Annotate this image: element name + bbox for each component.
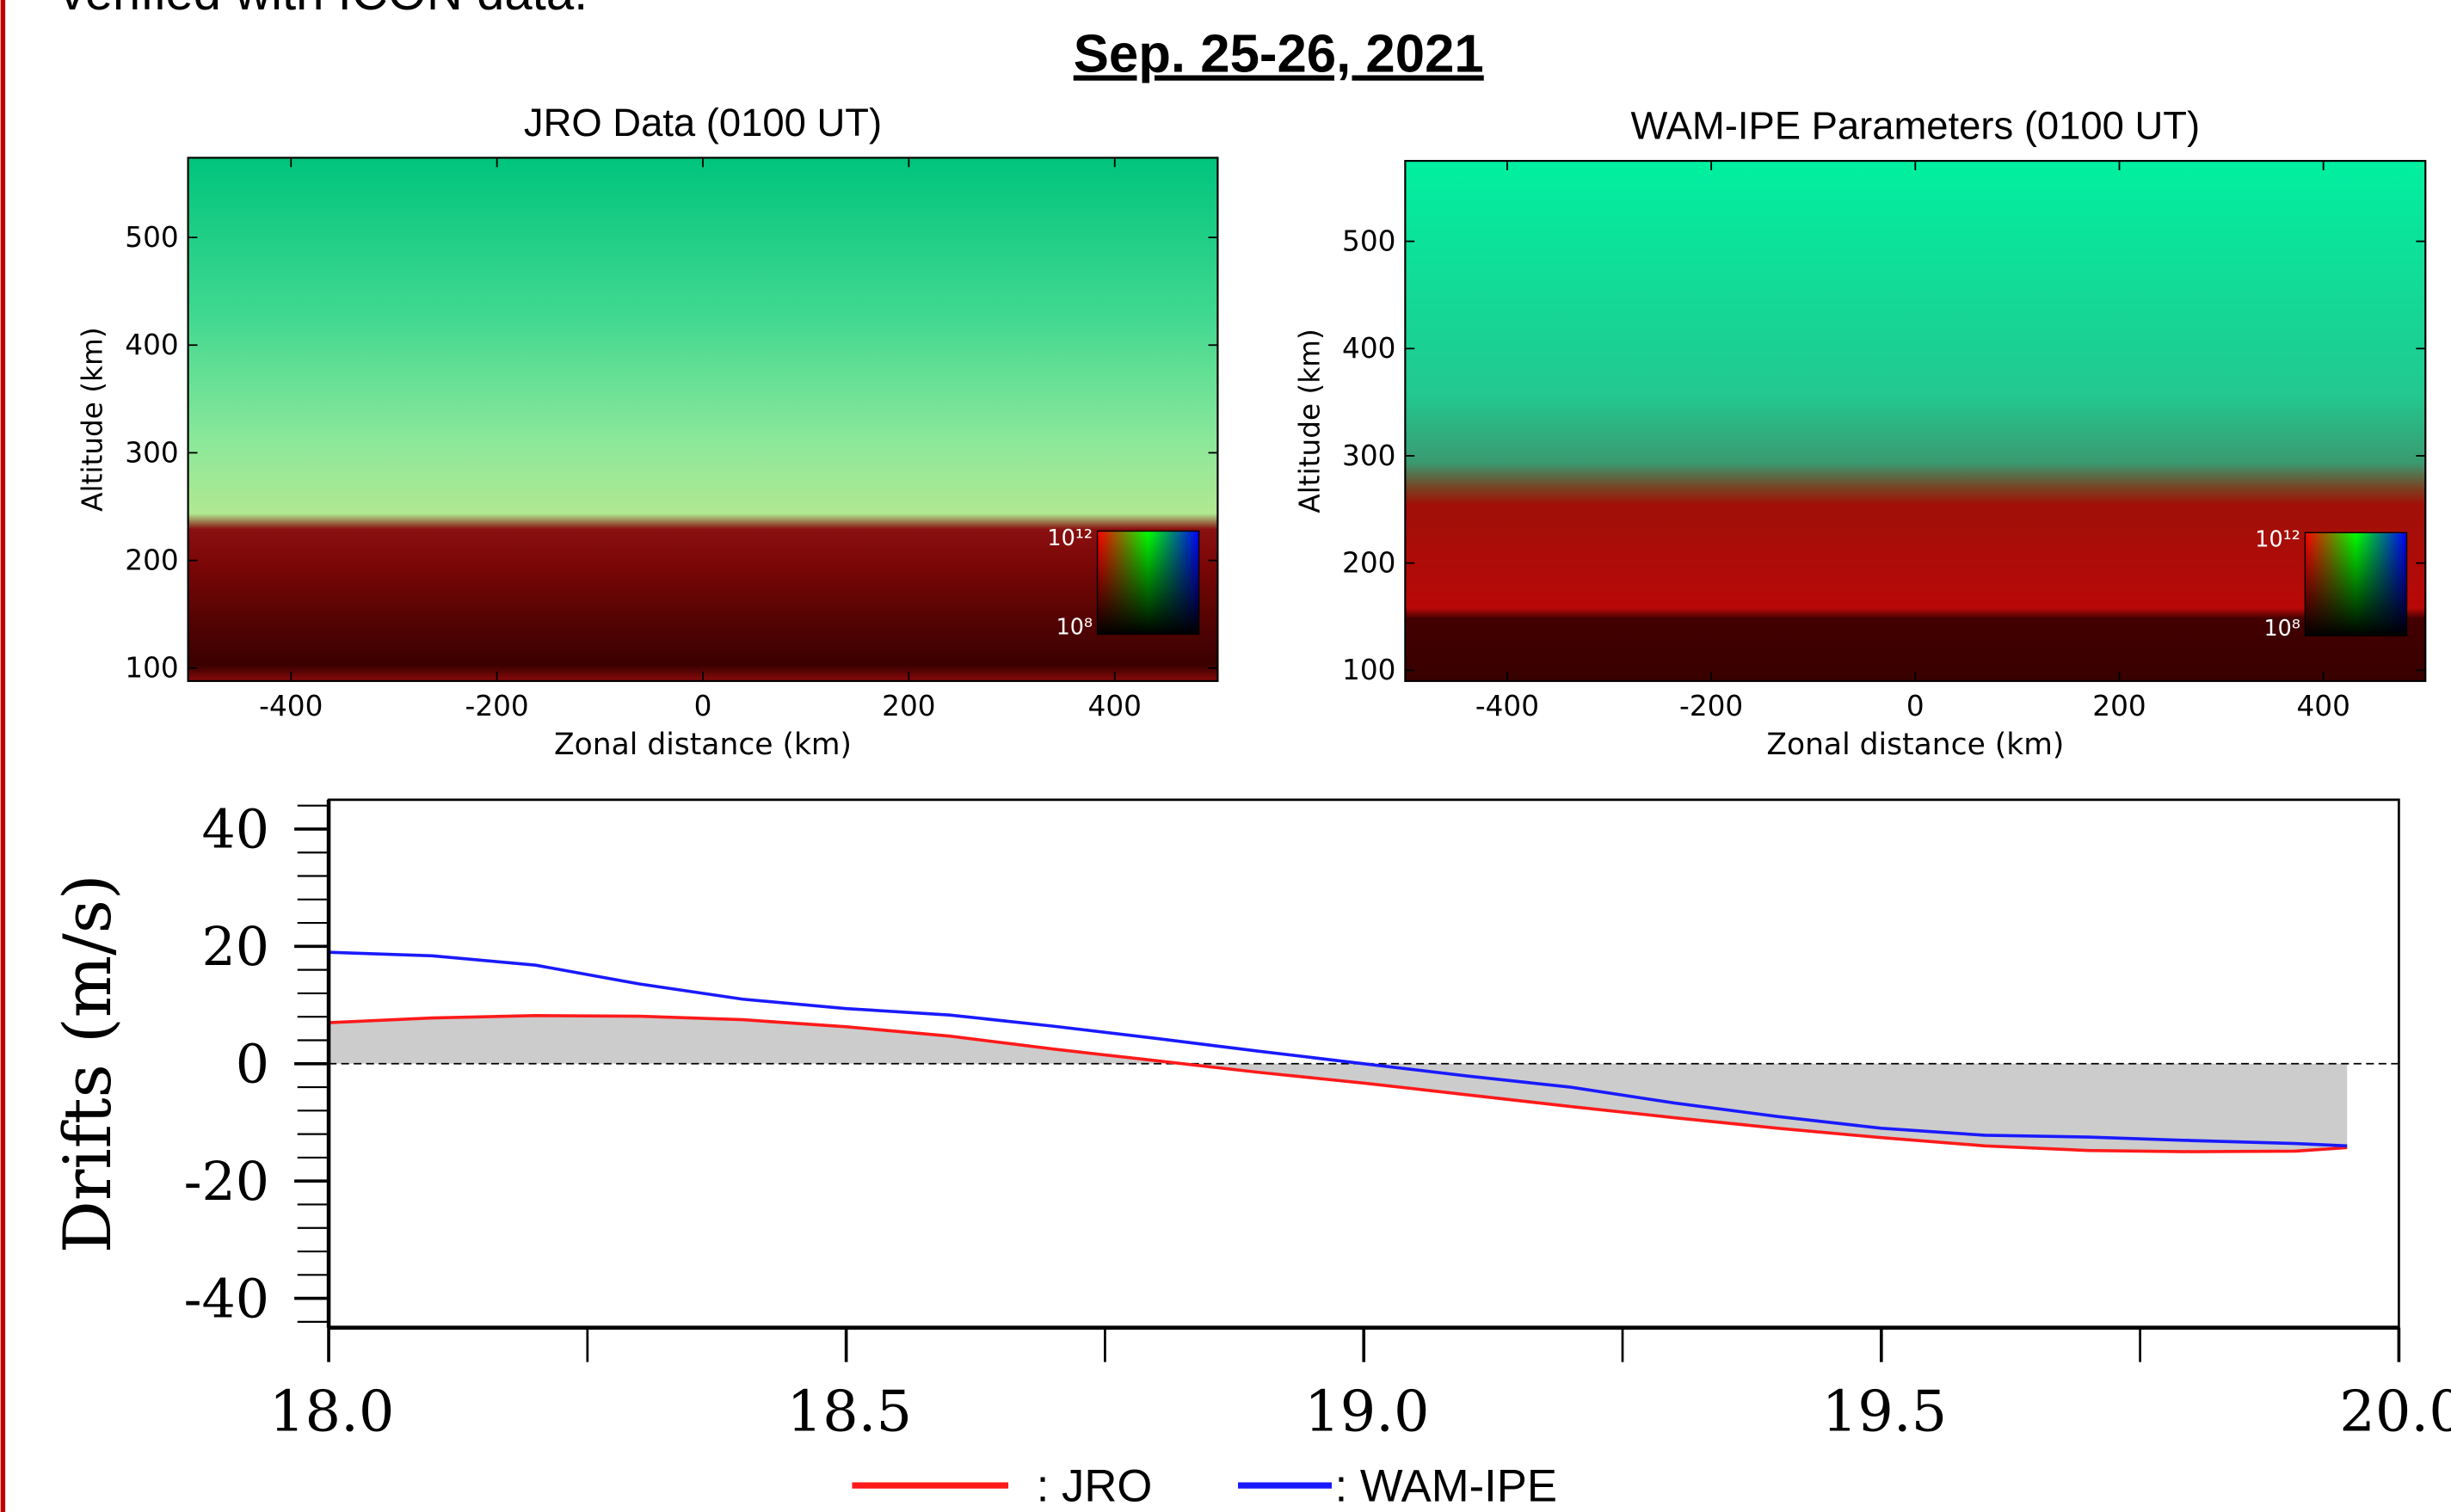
x-tick-label: 19.5 [1822, 1380, 1948, 1445]
y-axis-label: Altitude (km) [1293, 329, 1326, 513]
y-tick-label: 500 [1342, 224, 1395, 257]
x-tick-label: -400 [1475, 690, 1539, 722]
x-tick-label: 20.0 [2339, 1380, 2451, 1445]
legend-label: : WAM-IPE [1335, 1460, 1557, 1511]
y-tick-label: 400 [125, 329, 178, 361]
y-tick-label: 40 [201, 799, 269, 861]
data-line [328, 1014, 2348, 1153]
x-tick-label: 0 [694, 690, 712, 722]
chart-title: WAM-IPE Parameters (0100 UT) [1630, 104, 2200, 148]
y-tick-label: 300 [1342, 439, 1395, 472]
x-tick-label: 18.5 [786, 1380, 912, 1445]
colorbar-label: 10¹² [1047, 525, 1093, 550]
colorbar-shade [2304, 532, 2408, 636]
x-tick-label: 19.0 [1304, 1380, 1430, 1445]
x-tick-label: -200 [1679, 690, 1743, 722]
header-text: verified with ICON data. [60, 0, 588, 21]
x-tick-label: 18.0 [269, 1380, 395, 1445]
y-tick-label: 400 [1342, 332, 1395, 365]
colorbar-label: 10⁸ [1056, 613, 1093, 639]
x-axis-label: Zonal distance (km) [554, 728, 852, 762]
heatmap-image [1405, 161, 2426, 681]
y-tick-label: 0 [236, 1034, 269, 1096]
y-axis-label: Drifts (m/s) [49, 874, 126, 1253]
x-axis-label: Zonal distance (km) [1766, 728, 2064, 762]
x-tick-label: -400 [259, 690, 323, 722]
y-tick-label: 100 [1342, 654, 1395, 686]
data-line [328, 950, 2348, 1148]
colorbar-shade [1096, 530, 1200, 636]
y-tick-label: 300 [125, 436, 178, 469]
y-axis-label: Altitude (km) [77, 327, 109, 511]
y-tick-label: 200 [125, 544, 178, 577]
chart-title: JRO Data (0100 UT) [524, 101, 882, 144]
y-tick-label: -20 [184, 1151, 269, 1213]
slide-border [0, 0, 6, 1512]
y-tick-label: 20 [201, 916, 269, 978]
y-tick-label: 200 [1342, 547, 1395, 580]
slide-title: Sep. 25-26, 2021 [1074, 25, 1484, 84]
x-tick-label: 400 [1088, 690, 1142, 722]
x-tick-label: -200 [465, 690, 529, 722]
y-tick-label: 500 [125, 221, 178, 254]
heatmap-image [188, 157, 1218, 681]
x-tick-label: 200 [882, 690, 935, 722]
legend-label: : JRO [1037, 1460, 1153, 1511]
fill-area [329, 1015, 2348, 1152]
x-tick-label: 400 [2296, 690, 2349, 722]
y-tick-label: -40 [184, 1268, 269, 1330]
colorbar-label: 10¹² [2255, 526, 2300, 552]
x-tick-label: 0 [1906, 690, 1924, 722]
x-tick-label: 200 [2092, 690, 2146, 722]
colorbar-label: 10⁸ [2263, 615, 2300, 641]
y-tick-label: 100 [125, 652, 178, 685]
